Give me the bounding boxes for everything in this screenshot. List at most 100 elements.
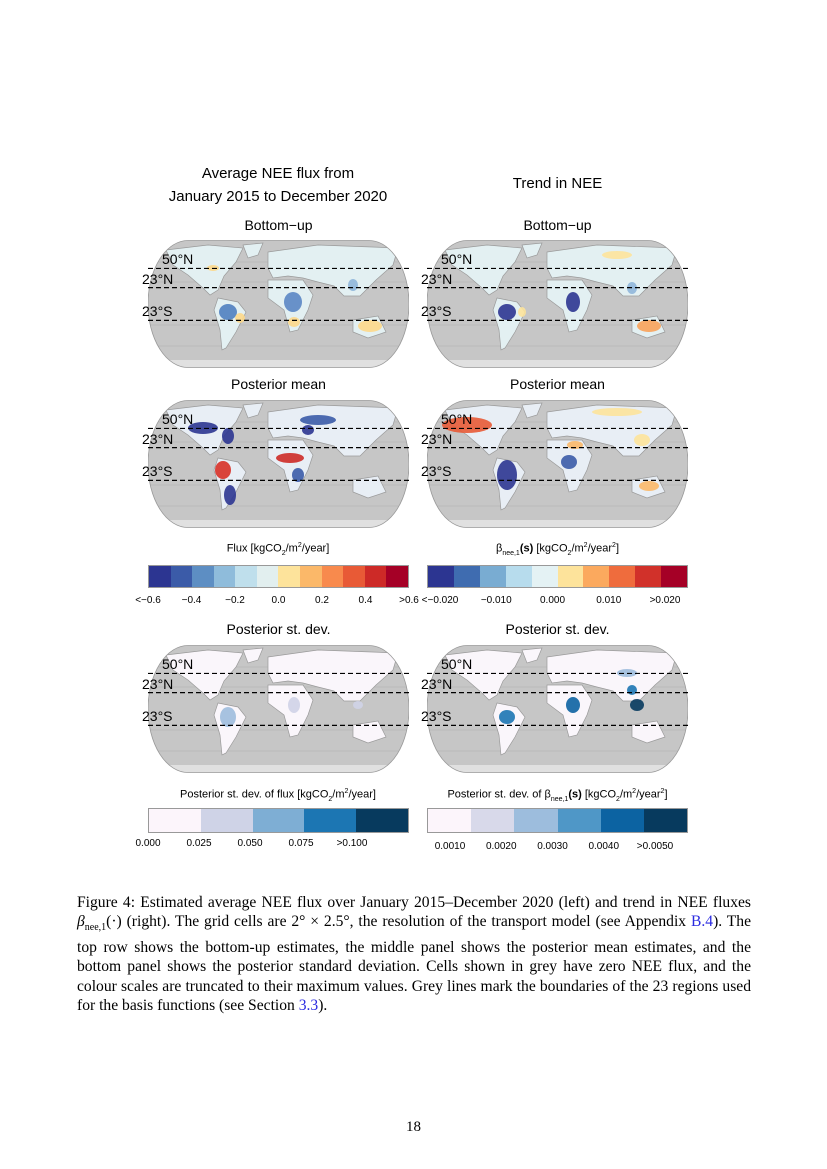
colorbar-tick-label: >0.0050 xyxy=(636,841,674,852)
flux-region xyxy=(292,468,304,482)
flux-region xyxy=(348,279,358,291)
flux-region xyxy=(566,697,580,713)
flux-region xyxy=(637,320,661,332)
colorbar-tick-label: <−0.6 xyxy=(135,595,161,606)
flux-region xyxy=(358,320,382,332)
colorbar-swatch xyxy=(300,566,322,587)
colorbar-swatch xyxy=(252,809,305,832)
flux-region xyxy=(592,408,642,416)
colorbar-trend-sd xyxy=(427,808,688,833)
colorbar-swatch xyxy=(386,566,408,587)
colorbar-swatch xyxy=(557,809,601,832)
flux-region xyxy=(498,304,516,320)
colorbar-tick-label: 0.075 xyxy=(288,838,314,849)
colorbar-tick-label: 0.0030 xyxy=(537,841,568,852)
colorbar-swatch xyxy=(235,566,257,587)
appendix-link[interactable]: B.4 xyxy=(690,913,714,931)
colorbar-flux-label: Flux [kgCO2/m2/year] xyxy=(226,542,330,557)
flux-region xyxy=(224,485,236,505)
flux-region xyxy=(300,415,336,425)
panel-title: Posterior mean xyxy=(231,376,326,392)
colorbar-swatch xyxy=(505,566,532,587)
colorbar-tick-label: 0.000 xyxy=(135,838,161,849)
latitude-label: 50°N xyxy=(441,251,473,268)
flux-region xyxy=(288,697,300,713)
colorbar-tick-label: >0.100 xyxy=(336,838,368,849)
colorbar-swatch xyxy=(428,809,472,832)
flux-region xyxy=(219,304,237,320)
panel-title: Bottom−up xyxy=(523,217,592,233)
flux-region xyxy=(518,307,526,317)
colorbar-flux-sd-label: Posterior st. dev. of flux [kgCO2/m2/yea… xyxy=(180,788,376,803)
latitude-label: 23°S xyxy=(142,463,173,480)
colorbar-swatch xyxy=(364,566,387,587)
world-map xyxy=(148,400,409,528)
figure-caption: Figure 4: Estimated average NEE flux ove… xyxy=(77,894,751,1015)
colorbar-swatch xyxy=(661,566,688,587)
colorbar-tick-label: −0.010 xyxy=(480,595,512,606)
colorbar-tick-label: >0.020 xyxy=(649,595,681,606)
flux-region xyxy=(561,455,577,469)
colorbar-swatch xyxy=(356,809,408,832)
latitude-label: 23°N xyxy=(142,270,174,287)
colorbar-tick-label: 0.2 xyxy=(315,595,329,606)
colorbar-swatch xyxy=(643,809,688,832)
latitude-label: 50°N xyxy=(441,656,473,673)
flux-region xyxy=(235,313,245,323)
world-map xyxy=(148,645,409,773)
panel-title: Posterior st. dev. xyxy=(505,621,610,637)
flux-region xyxy=(630,699,644,711)
colorbar-trend-sd-label: Posterior st. dev. of βnee,1(s) [kgCO2/m… xyxy=(447,788,668,803)
colorbar-swatch xyxy=(514,809,558,832)
right-column-title: Trend in NEE xyxy=(512,175,603,192)
colorbar-swatch xyxy=(200,809,253,832)
world-map xyxy=(427,240,688,368)
colorbar-tick-label: 0.000 xyxy=(539,595,566,606)
colorbar-tick-label: >0.6 xyxy=(399,595,419,606)
latitude-label: 23°N xyxy=(421,430,453,447)
latitude-label: 50°N xyxy=(162,411,194,428)
flux-region xyxy=(302,425,314,435)
latitude-label: 50°N xyxy=(162,251,194,268)
title-line-1: Average NEE flux from xyxy=(201,165,355,182)
colorbar-tick-label: 0.010 xyxy=(596,595,622,606)
colorbar-swatch xyxy=(343,566,365,587)
title-line-2: January 2015 to December 2020 xyxy=(168,188,388,205)
colorbar-swatch xyxy=(428,566,454,587)
colorbar-swatch xyxy=(479,566,506,587)
colorbar-tick-label: 0.0010 xyxy=(434,841,466,852)
colorbar-swatch xyxy=(278,566,301,587)
colorbar-tick-label: 0.4 xyxy=(358,595,373,606)
flux-region xyxy=(499,710,515,724)
colorbar-tick-label: 0.0040 xyxy=(588,841,620,852)
world-map xyxy=(427,645,688,773)
flux-region xyxy=(566,292,580,312)
latitude-label: 23°S xyxy=(142,303,173,320)
colorbar-trend-label: βnee,1(s) [kgCO2/m2/year2] xyxy=(495,542,620,557)
flux-region xyxy=(639,481,659,491)
flux-region xyxy=(222,428,234,444)
colorbar-swatch xyxy=(213,566,236,587)
colorbar-swatch xyxy=(149,566,171,587)
colorbar-swatch xyxy=(453,566,480,587)
colorbar-swatch xyxy=(635,566,662,587)
colorbar-swatch xyxy=(149,809,201,832)
flux-region xyxy=(276,453,304,463)
colorbar-tick-label: 0.025 xyxy=(186,838,212,849)
colorbar-trend xyxy=(427,565,688,588)
latitude-label: 23°S xyxy=(142,708,173,725)
colorbar-swatch xyxy=(531,566,558,587)
latitude-label: 50°N xyxy=(441,411,473,428)
section-link[interactable]: 3.3 xyxy=(298,997,319,1015)
colorbar-swatch xyxy=(192,566,214,587)
colorbar-tick-label: 0.050 xyxy=(237,838,263,849)
colorbar-swatch xyxy=(609,566,636,587)
latitude-label: 23°N xyxy=(142,430,174,447)
colorbar-tick-label: 0.0 xyxy=(271,595,286,606)
colorbar-swatch xyxy=(256,566,279,587)
colorbar-swatch xyxy=(557,566,584,587)
flux-region xyxy=(497,460,517,490)
colorbar-flux-sd xyxy=(148,808,409,833)
flux-region xyxy=(215,461,231,479)
flux-region xyxy=(353,701,363,709)
